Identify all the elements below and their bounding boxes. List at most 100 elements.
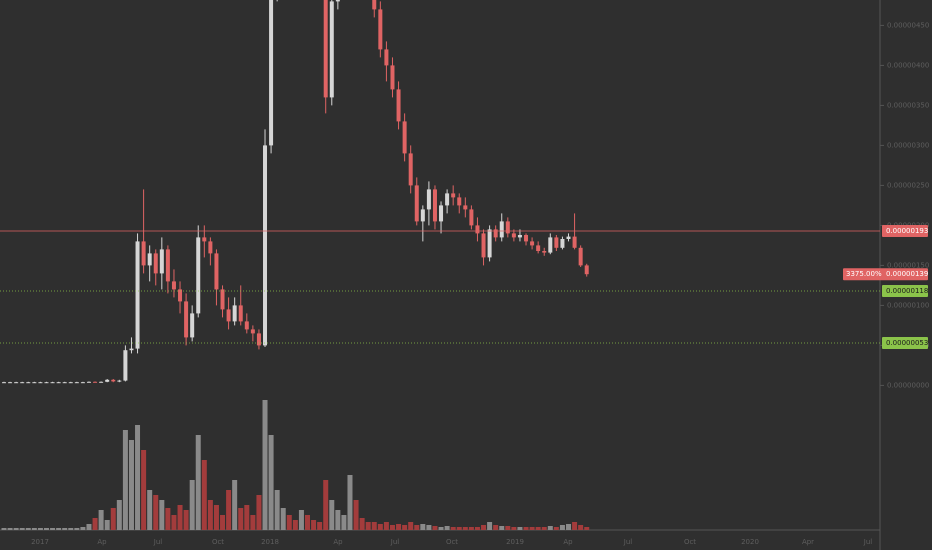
x-tick-label: Ap	[333, 538, 343, 546]
volume-bar	[183, 510, 189, 530]
candle-body	[117, 380, 122, 382]
candle-body	[445, 193, 450, 206]
volume-bar	[189, 480, 195, 530]
volume-bar	[62, 528, 68, 530]
y-tick-label: 0.00000250	[887, 181, 929, 189]
candle-body	[244, 321, 249, 330]
volume-bar	[305, 515, 310, 530]
candle-body	[214, 253, 219, 290]
volume-bar	[493, 525, 499, 530]
volume-bar	[7, 528, 13, 530]
candle-body	[517, 235, 522, 238]
volume-bar	[147, 490, 153, 530]
volume-bar	[122, 430, 128, 530]
candle-body	[220, 289, 225, 310]
x-tick-label: Jul	[390, 538, 400, 546]
volume-bar	[1, 528, 7, 530]
volume-bar	[456, 527, 462, 530]
volume-bar	[213, 505, 219, 530]
volume-bar	[256, 495, 262, 530]
volume-bar	[559, 525, 565, 530]
candle-body	[86, 381, 91, 383]
volume-bar	[195, 435, 201, 530]
volume-bar	[268, 435, 274, 530]
candle-body	[384, 49, 389, 66]
candle-body	[475, 225, 480, 234]
volume-bar	[505, 526, 511, 530]
x-tick-label: Ap	[563, 538, 573, 546]
candle-body	[378, 9, 383, 50]
volume-bar	[529, 527, 535, 530]
candle-body	[396, 89, 401, 122]
volume-bar	[341, 515, 347, 530]
candle-body	[578, 247, 583, 266]
volume-bar	[298, 510, 304, 530]
x-tick-label: 2018	[261, 538, 279, 546]
candle-body	[560, 239, 565, 248]
volume-bar	[226, 490, 232, 530]
volume-bar	[474, 527, 480, 530]
price-label: 0.00000193	[886, 227, 928, 235]
volume-bar	[37, 528, 43, 530]
volume-bar	[462, 527, 468, 530]
candle-body	[208, 241, 213, 254]
volume-bar	[292, 520, 298, 530]
volume-bar	[238, 508, 244, 530]
candle-body	[420, 209, 425, 222]
candle-body	[202, 237, 207, 242]
candle-body	[487, 229, 492, 258]
volume-bar	[80, 527, 86, 530]
volume-bar	[201, 460, 207, 530]
volume-bar	[547, 526, 553, 530]
candle-body	[439, 205, 444, 222]
candle-body	[105, 379, 110, 382]
volume-bar	[25, 528, 31, 530]
volume-bar	[286, 515, 292, 530]
volume-bar	[481, 525, 487, 530]
volume-bar	[128, 440, 134, 530]
candle-body	[457, 197, 462, 206]
volume-bar	[280, 508, 286, 530]
volume-bar	[468, 527, 474, 530]
y-tick-label: 0.00000350	[887, 101, 929, 109]
x-tick-label: 2019	[506, 538, 524, 546]
volume-bar	[450, 527, 456, 530]
x-tick-label: Jul	[863, 538, 873, 546]
volume-bar	[323, 480, 329, 530]
candle-body	[505, 221, 510, 234]
volume-bar	[74, 528, 80, 530]
candle-body	[196, 237, 201, 314]
candle-body	[129, 348, 134, 351]
candle-body	[469, 209, 474, 226]
last-price-box	[843, 268, 928, 281]
volume-bar	[171, 515, 177, 530]
candle-body	[93, 381, 98, 383]
volume-bar	[50, 528, 56, 530]
candle-body	[20, 382, 25, 384]
price-label: 0.00000053	[886, 339, 928, 347]
volume-bar	[371, 522, 377, 530]
x-tick-label: Apr	[802, 538, 814, 546]
candle-body	[141, 241, 146, 266]
candle-body	[414, 185, 419, 222]
volume-bar	[523, 527, 529, 530]
volume-bar	[250, 515, 256, 530]
candle-body	[232, 305, 237, 322]
candle-body	[56, 382, 61, 384]
candle-body	[493, 229, 498, 238]
candle-body	[147, 253, 152, 266]
candle-body	[335, 0, 340, 2]
volume-bar	[92, 518, 98, 530]
candle-body	[44, 382, 49, 384]
y-tick-label: 0.00000450	[887, 21, 929, 29]
volume-bar	[110, 508, 116, 530]
volume-bar	[335, 510, 341, 530]
candle-body	[238, 305, 243, 322]
y-tick-label: 0.00000000	[887, 381, 929, 389]
candles	[2, 0, 589, 384]
volume-bar	[317, 522, 323, 530]
volume-bar	[31, 528, 37, 530]
x-tick-label: Oct	[212, 538, 224, 546]
candle-body	[511, 233, 516, 238]
